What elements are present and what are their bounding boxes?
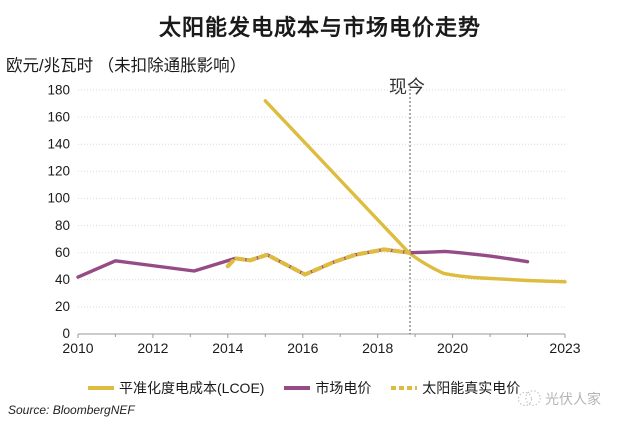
svg-text:2016: 2016 [287,340,318,356]
svg-text:40: 40 [55,272,70,287]
svg-text:2023: 2023 [549,340,580,356]
svg-text:180: 180 [47,83,70,98]
svg-text:100: 100 [47,191,70,206]
svg-text:60: 60 [55,245,70,260]
svg-text:20: 20 [55,299,70,314]
svg-text:120: 120 [47,164,70,179]
svg-text:2018: 2018 [362,340,393,356]
svg-text:140: 140 [47,137,70,152]
svg-text:2012: 2012 [137,340,168,356]
svg-text:160: 160 [47,110,70,125]
svg-text:2010: 2010 [62,340,93,356]
svg-text:2020: 2020 [437,340,468,356]
svg-text:80: 80 [55,218,70,233]
svg-text:0: 0 [62,326,70,341]
svg-text:2014: 2014 [212,340,243,356]
